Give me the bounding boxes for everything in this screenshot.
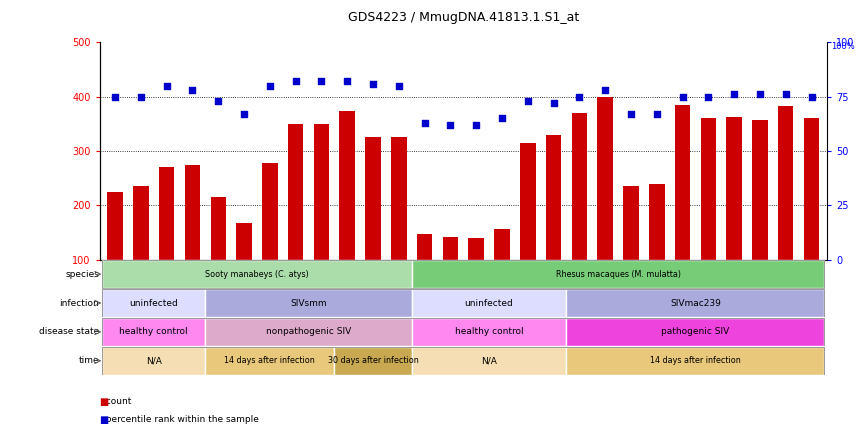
Bar	[520, 143, 535, 260]
Point	[443, 121, 457, 128]
Point	[366, 80, 380, 87]
Point	[185, 87, 199, 94]
FancyBboxPatch shape	[102, 260, 411, 288]
Text: GDS4223 / MmugDNA.41813.1.S1_at: GDS4223 / MmugDNA.41813.1.S1_at	[347, 12, 579, 24]
Point	[211, 97, 225, 104]
Point	[417, 119, 431, 126]
Text: uninfected: uninfected	[129, 298, 178, 308]
Text: disease state: disease state	[39, 327, 99, 337]
Bar	[236, 223, 252, 260]
Bar	[727, 117, 742, 260]
FancyBboxPatch shape	[205, 318, 411, 346]
Point	[779, 91, 792, 98]
Bar	[443, 237, 458, 260]
Bar	[288, 124, 303, 260]
Bar	[598, 97, 613, 260]
Text: healthy control: healthy control	[455, 327, 523, 337]
Point	[314, 78, 328, 85]
Text: 100%: 100%	[831, 42, 855, 51]
FancyBboxPatch shape	[566, 318, 824, 346]
FancyBboxPatch shape	[411, 318, 566, 346]
Text: 14 days after infection: 14 days after infection	[224, 356, 315, 365]
Point	[805, 93, 818, 100]
Point	[134, 93, 148, 100]
Text: Rhesus macaques (M. mulatta): Rhesus macaques (M. mulatta)	[556, 270, 681, 279]
Point	[340, 78, 354, 85]
Text: count: count	[100, 397, 131, 406]
Text: N/A: N/A	[481, 356, 497, 365]
Point	[753, 91, 767, 98]
Bar	[339, 111, 355, 260]
Text: ■: ■	[100, 397, 109, 408]
FancyBboxPatch shape	[566, 289, 824, 317]
Bar	[469, 238, 484, 260]
Text: N/A: N/A	[145, 356, 162, 365]
Point	[392, 82, 406, 89]
Text: nonpathogenic SIV: nonpathogenic SIV	[266, 327, 351, 337]
Point	[727, 91, 741, 98]
Point	[469, 121, 483, 128]
Text: 30 days after infection: 30 days after infection	[327, 356, 418, 365]
Point	[237, 111, 251, 118]
FancyBboxPatch shape	[102, 347, 205, 375]
FancyBboxPatch shape	[411, 260, 824, 288]
Point	[108, 93, 122, 100]
Text: uninfected: uninfected	[465, 298, 514, 308]
Bar	[546, 135, 561, 260]
Point	[546, 99, 560, 107]
Bar	[649, 184, 664, 260]
Bar	[753, 120, 767, 260]
FancyBboxPatch shape	[102, 289, 205, 317]
Bar	[262, 163, 278, 260]
Bar	[184, 165, 200, 260]
Bar	[624, 186, 639, 260]
Point	[495, 115, 509, 122]
Bar	[365, 137, 381, 260]
FancyBboxPatch shape	[566, 347, 824, 375]
Bar	[675, 105, 690, 260]
Text: species: species	[65, 270, 99, 279]
FancyBboxPatch shape	[102, 318, 205, 346]
Text: ■: ■	[100, 415, 109, 425]
Bar	[133, 186, 149, 260]
Text: infection: infection	[60, 298, 99, 308]
Point	[572, 93, 586, 100]
Bar	[494, 229, 510, 260]
Bar	[159, 167, 174, 260]
Bar	[313, 124, 329, 260]
Point	[598, 87, 612, 94]
Point	[650, 111, 663, 118]
FancyBboxPatch shape	[411, 347, 566, 375]
Bar	[701, 119, 716, 260]
Bar	[107, 192, 123, 260]
FancyBboxPatch shape	[205, 289, 411, 317]
Text: Sooty manabeys (C. atys): Sooty manabeys (C. atys)	[205, 270, 309, 279]
Text: pathogenic SIV: pathogenic SIV	[662, 327, 729, 337]
Bar	[391, 137, 406, 260]
Text: time: time	[79, 356, 99, 365]
Point	[263, 82, 277, 89]
Bar	[417, 234, 432, 260]
Text: SIVsmm: SIVsmm	[290, 298, 326, 308]
FancyBboxPatch shape	[334, 347, 411, 375]
Text: SIVmac239: SIVmac239	[670, 298, 721, 308]
Text: 14 days after infection: 14 days after infection	[650, 356, 740, 365]
Point	[624, 111, 638, 118]
Point	[288, 78, 302, 85]
Point	[159, 82, 173, 89]
Text: healthy control: healthy control	[120, 327, 188, 337]
FancyBboxPatch shape	[411, 289, 566, 317]
Bar	[572, 113, 587, 260]
Point	[675, 93, 689, 100]
Bar	[804, 119, 819, 260]
FancyBboxPatch shape	[205, 347, 334, 375]
Point	[520, 97, 534, 104]
Text: percentile rank within the sample: percentile rank within the sample	[100, 415, 258, 424]
Bar	[778, 106, 793, 260]
Point	[701, 93, 715, 100]
Bar	[210, 197, 226, 260]
